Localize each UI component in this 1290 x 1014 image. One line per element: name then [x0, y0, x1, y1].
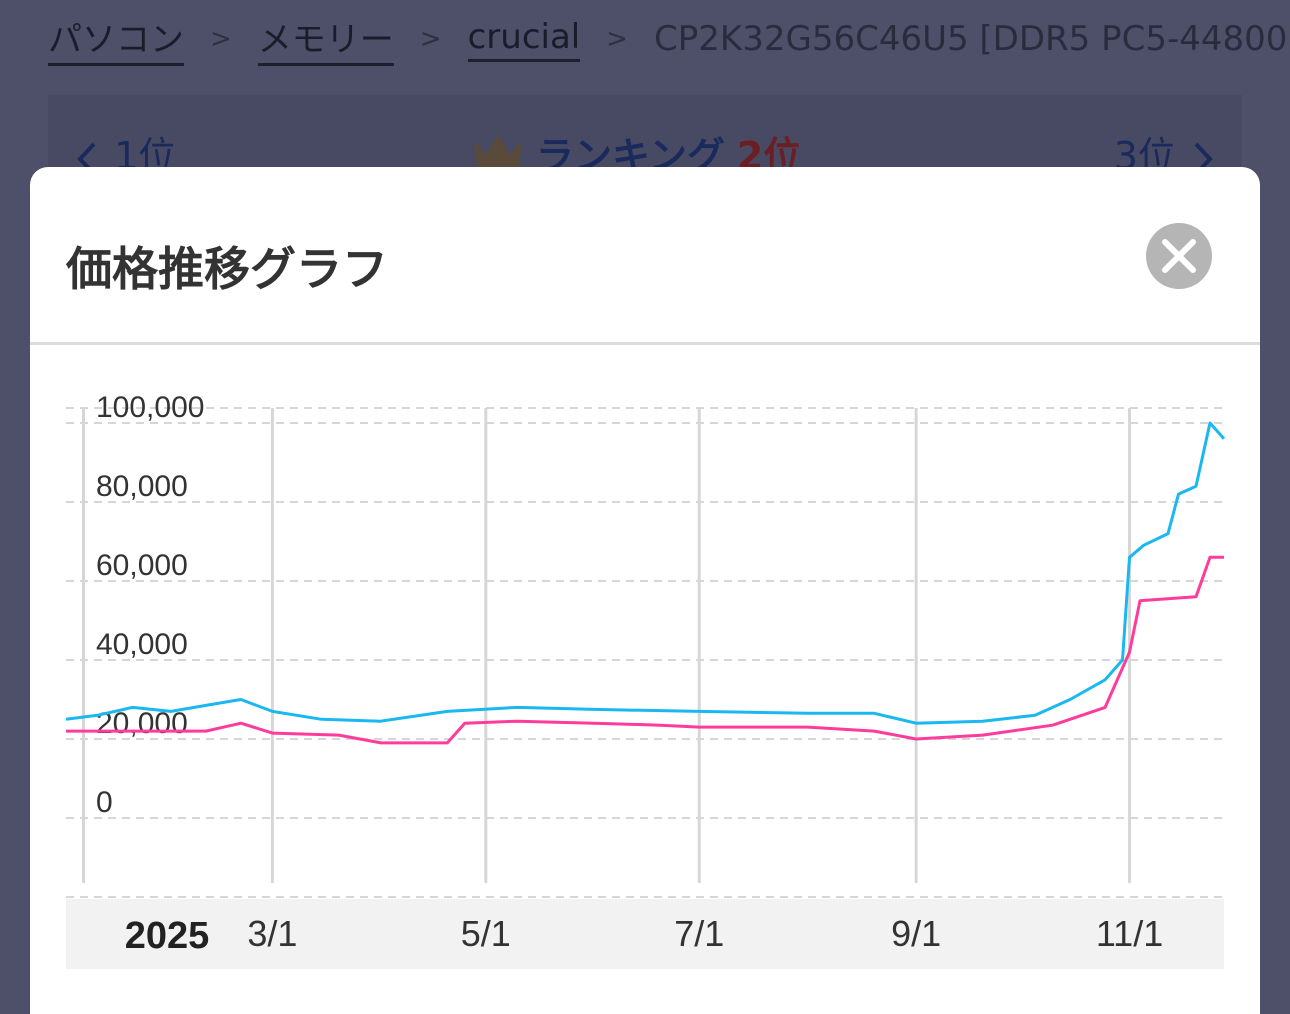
breadcrumb-separator: >: [606, 24, 629, 54]
breadcrumb-link-memory[interactable]: メモリー: [257, 12, 394, 66]
breadcrumb-current: CP2K32G56C46U5 [DDR5 PC5-44800 3: [654, 19, 1290, 59]
breadcrumb-link-pc[interactable]: パソコン: [48, 12, 184, 66]
breadcrumb-link-maker[interactable]: crucial: [467, 17, 581, 62]
price-history-modal: 価格推移グラフ 0 20,000 40,000 60,000 80,000 100,000…: [30, 167, 1260, 1014]
breadcrumb-separator: >: [419, 24, 442, 54]
price-chart: 0 20,000 40,000 60,000 80,000 100,000 2025 3/1 5…: [30, 348, 1260, 1014]
price-series-line-2: [66, 555, 1224, 745]
close-button[interactable]: [1146, 223, 1212, 289]
ranking-bar: 1位 ランキング 2位 3位: [48, 95, 1242, 178]
x-tick-label: 11/1: [1096, 913, 1163, 954]
y-tick-label: 40,000: [96, 628, 188, 661]
modal-header: 価格推移グラフ: [30, 167, 1260, 345]
x-tick-label: 9/1: [891, 913, 941, 954]
breadcrumb: パソコン > メモリー > crucial > CP2K32G56C46U5 […: [48, 12, 1290, 66]
close-icon: [1162, 239, 1196, 273]
y-tick-label: 60,000: [96, 549, 188, 582]
breadcrumb-separator: >: [210, 24, 232, 54]
x-tick-label: 5/1: [461, 913, 511, 954]
price-series-line-1: [65, 421, 1226, 725]
crown-icon: [474, 134, 522, 173]
x-tick-label: 7/1: [674, 913, 724, 954]
modal-title: 価格推移グラフ: [66, 242, 388, 296]
x-axis-band: [66, 899, 1224, 969]
y-tick-label: 0: [96, 786, 113, 819]
y-tick-label: 100,000: [96, 391, 204, 424]
y-tick-label: 80,000: [96, 470, 188, 503]
x-axis-year-label: 2025: [125, 915, 210, 957]
x-tick-label: 3/1: [247, 913, 297, 954]
